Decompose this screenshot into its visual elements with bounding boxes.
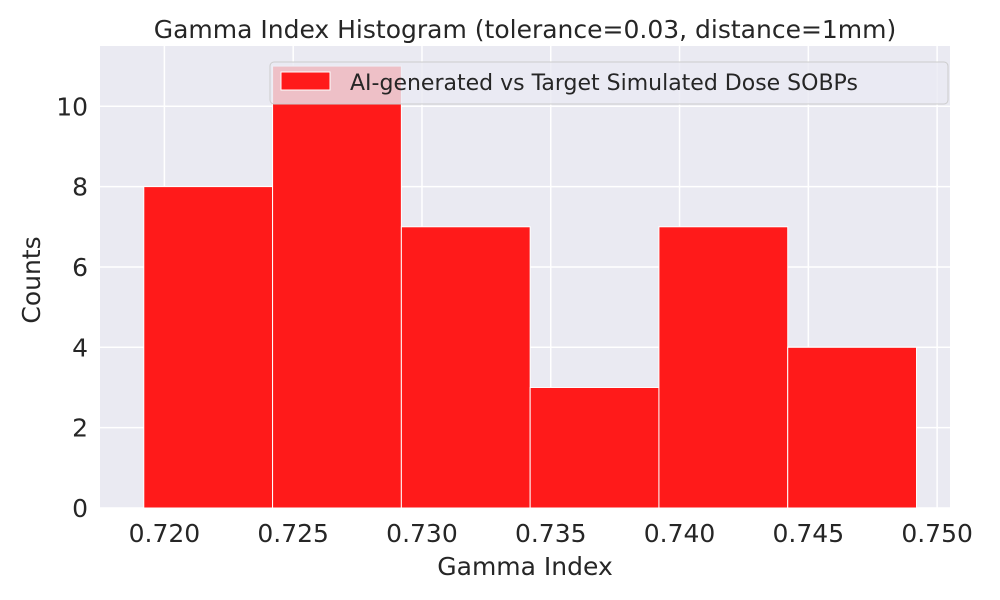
x-tick-label: 0.720 (129, 519, 201, 548)
x-tick-label: 0.735 (515, 519, 587, 548)
histogram-bar (787, 346, 918, 509)
legend-box (269, 61, 949, 105)
histogram-bar (658, 226, 789, 509)
y-tick-labels: 0 2 4 6 8 10 (56, 92, 88, 523)
histogram-bar (400, 226, 531, 509)
y-tick-label: 0 (72, 494, 88, 523)
histogram-bar (529, 386, 660, 509)
x-tick-label: 0.725 (257, 519, 329, 548)
legend-swatch (280, 71, 331, 91)
y-tick-label: 4 (72, 333, 88, 362)
y-axis-label: Counts (17, 236, 46, 323)
y-tick-label: 10 (56, 92, 88, 121)
x-tick-label: 0.730 (386, 519, 458, 548)
y-tick-label: 8 (72, 173, 88, 202)
x-tick-label: 0.740 (644, 519, 716, 548)
legend-label: AI-generated vs Target Simulated Dose SO… (350, 71, 858, 96)
histogram-bars (143, 65, 918, 509)
x-tick-labels: 0.720 0.725 0.730 0.735 0.740 0.745 0.750 (129, 519, 973, 548)
chart-title: Gamma Index Histogram (tolerance=0.03, d… (154, 15, 897, 44)
y-tick-label: 2 (72, 414, 88, 443)
legend: AI-generated vs Target Simulated Dose SO… (269, 61, 949, 105)
x-axis-label: Gamma Index (437, 552, 613, 581)
histogram-bar (143, 186, 274, 509)
x-tick-label: 0.745 (773, 519, 845, 548)
histogram-bar (272, 65, 402, 509)
y-tick-label: 6 (72, 253, 88, 282)
x-tick-label: 0.750 (901, 519, 973, 548)
